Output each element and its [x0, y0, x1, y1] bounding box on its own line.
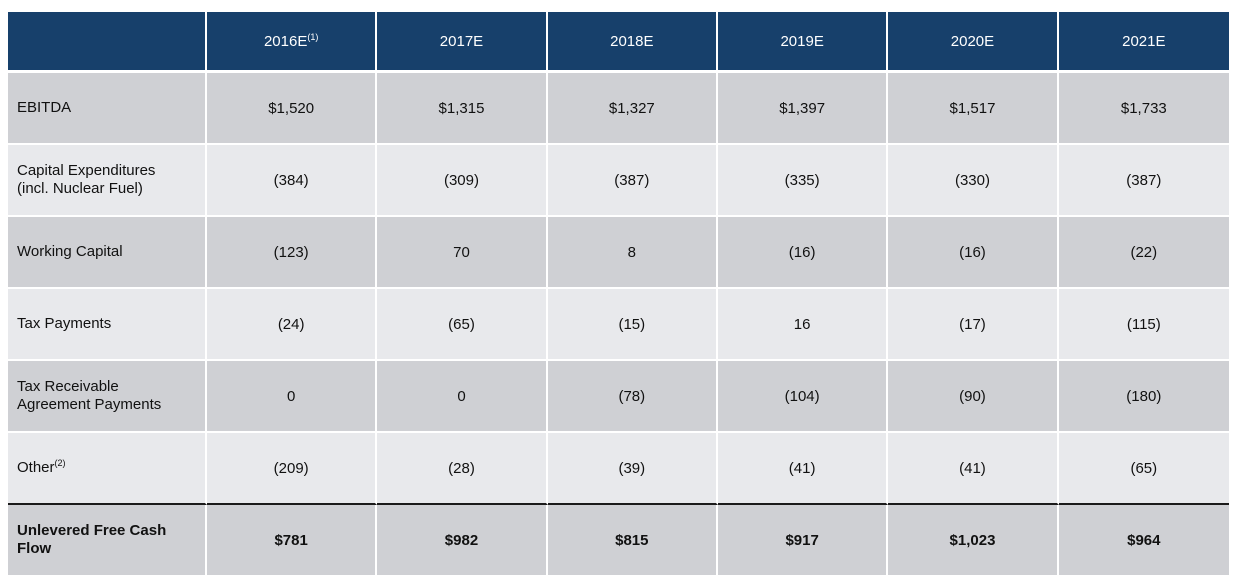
- table-row-unlevered-free-cash-flow: Unlevered Free Cash Flow $781 $982 $815 $…: [8, 505, 1229, 575]
- table-cell: (16): [888, 217, 1059, 289]
- table-cell: $1,733: [1058, 73, 1229, 145]
- table-cell: (17): [888, 289, 1059, 361]
- table-cell: 16: [717, 289, 889, 361]
- column-header-2016: 2016E(1): [207, 12, 378, 73]
- total-cell: $982: [377, 505, 548, 575]
- table-cell: (78): [547, 361, 718, 433]
- table-row-other: Other(2) (209) (28) (39) (41) (41) (65): [8, 433, 1229, 505]
- header-corner-cell: [8, 12, 207, 73]
- table-cell: (104): [717, 361, 889, 433]
- table-cell: (90): [888, 361, 1059, 433]
- table-cell: (209): [207, 433, 378, 505]
- table-cell: (330): [888, 145, 1059, 217]
- total-cell: $815: [547, 505, 718, 575]
- table-cell: 8: [547, 217, 718, 289]
- table-cell: $1,397: [717, 73, 889, 145]
- table-cell: (15): [547, 289, 718, 361]
- table-cell: 70: [377, 217, 548, 289]
- table-cell: $1,517: [888, 73, 1059, 145]
- column-header-2019: 2019E: [717, 12, 889, 73]
- column-header-2020: 2020E: [888, 12, 1059, 73]
- table-cell: (28): [377, 433, 548, 505]
- table-cell: (384): [207, 145, 378, 217]
- table-cell: (387): [1058, 145, 1229, 217]
- table-cell: (22): [1058, 217, 1229, 289]
- total-row-label: Unlevered Free Cash Flow: [8, 505, 207, 575]
- table-row-tax-receivable-agreement: Tax Receivable Agreement Payments 0 0 (78…: [8, 361, 1229, 433]
- table-row-working-capital: Working Capital (123) 70 8 (16) (16) (22…: [8, 217, 1229, 289]
- table-cell: (335): [717, 145, 889, 217]
- table-cell: (39): [547, 433, 718, 505]
- table-cell: $1,327: [547, 73, 718, 145]
- table-row-capital-expenditures: Capital Expenditures (incl. Nuclear Fuel)…: [8, 145, 1229, 217]
- table-cell: 0: [207, 361, 378, 433]
- table-cell: (41): [717, 433, 889, 505]
- table-cell: (180): [1058, 361, 1229, 433]
- row-label: Other(2): [8, 433, 207, 505]
- table-cell: $1,315: [377, 73, 548, 145]
- row-label: Tax Payments: [8, 289, 207, 361]
- unlevered-free-cash-flow-table: 2016E(1) 2017E 2018E 2019E 2020E 2021E E…: [8, 12, 1229, 575]
- column-header-2017: 2017E: [377, 12, 548, 73]
- table-row-ebitda: EBITDA $1,520 $1,315 $1,327 $1,397 $1,51…: [8, 73, 1229, 145]
- table-cell: (24): [207, 289, 378, 361]
- cash-flow-table-container: 2016E(1) 2017E 2018E 2019E 2020E 2021E E…: [8, 12, 1229, 575]
- table-cell: (41): [888, 433, 1059, 505]
- table-cell: (65): [377, 289, 548, 361]
- table-row-tax-payments: Tax Payments (24) (65) (15) 16 (17) (115…: [8, 289, 1229, 361]
- total-cell: $1,023: [888, 505, 1059, 575]
- table-cell: (123): [207, 217, 378, 289]
- column-header-2021: 2021E: [1058, 12, 1229, 73]
- table-cell: (115): [1058, 289, 1229, 361]
- table-cell: $1,520: [207, 73, 378, 145]
- header-row: 2016E(1) 2017E 2018E 2019E 2020E 2021E: [8, 12, 1229, 73]
- table-cell: (309): [377, 145, 548, 217]
- table-cell: (16): [717, 217, 889, 289]
- table-cell: (387): [547, 145, 718, 217]
- total-cell: $917: [717, 505, 889, 575]
- total-cell: $781: [207, 505, 378, 575]
- column-header-2018: 2018E: [547, 12, 718, 73]
- row-label: Capital Expenditures (incl. Nuclear Fuel): [8, 145, 207, 217]
- row-label: Tax Receivable Agreement Payments: [8, 361, 207, 433]
- table-cell: (65): [1058, 433, 1229, 505]
- row-label: Working Capital: [8, 217, 207, 289]
- row-label: EBITDA: [8, 73, 207, 145]
- total-cell: $964: [1058, 505, 1229, 575]
- table-cell: 0: [377, 361, 548, 433]
